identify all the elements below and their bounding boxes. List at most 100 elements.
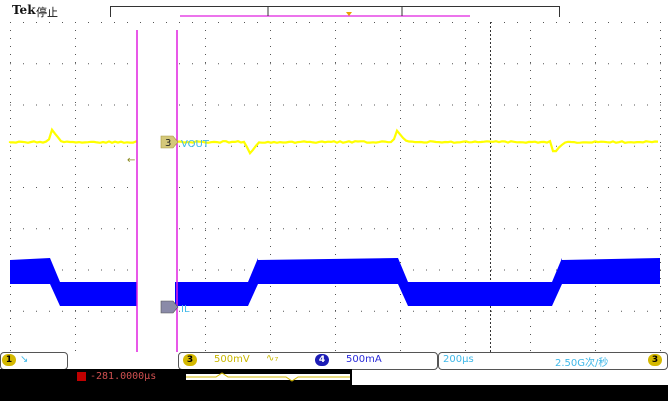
center-axis-tick	[490, 194, 491, 196]
grid-dot	[10, 105, 11, 106]
grid-dot	[270, 182, 271, 183]
grid-dot	[530, 38, 531, 39]
grid-dot	[10, 230, 11, 231]
grid-dot	[335, 294, 336, 295]
grid-dot	[179, 311, 180, 312]
grid-dot	[62, 270, 63, 271]
grid-dot	[205, 22, 206, 23]
grid-dot	[23, 105, 24, 106]
grid-dot	[218, 187, 219, 188]
grid-dot	[465, 30, 466, 31]
grid-dot	[361, 228, 362, 229]
grid-dot	[465, 228, 466, 229]
grid-dot	[400, 94, 401, 95]
grid-dot	[634, 105, 635, 106]
grid-dot	[231, 146, 232, 147]
center-axis-tick	[490, 134, 491, 136]
grid-dot	[10, 222, 11, 223]
grid-dot	[75, 150, 76, 151]
grid-dot	[75, 326, 76, 327]
grid-dot	[257, 228, 258, 229]
grid-dot	[465, 118, 466, 119]
grid-dot	[569, 105, 570, 106]
center-axis-tick	[490, 222, 491, 224]
grid-dot	[322, 187, 323, 188]
ch4-waveform-segment	[408, 282, 552, 306]
grid-dot	[205, 311, 206, 312]
grid-dot	[62, 105, 63, 106]
grid-dot	[465, 318, 466, 319]
grid-dot	[322, 228, 323, 229]
grid-dot	[530, 70, 531, 71]
grid-dot	[75, 110, 76, 111]
center-axis-tick	[490, 206, 491, 208]
grid-dot	[504, 105, 505, 106]
grid-dot	[569, 228, 570, 229]
grid-dot	[595, 54, 596, 55]
grid-dot	[88, 63, 89, 64]
grid-dot	[10, 110, 11, 111]
waveform-display[interactable]: 3 VOUT IL ←	[0, 0, 668, 352]
grid-dot	[10, 94, 11, 95]
grid-dot	[270, 46, 271, 47]
grid-dot	[374, 146, 375, 147]
grid-dot	[595, 110, 596, 111]
grid-dot	[660, 302, 661, 303]
center-axis-tick	[490, 166, 491, 168]
ch4-waveform-segment	[10, 258, 50, 284]
grid-dot	[413, 63, 414, 64]
grid-dot	[75, 62, 76, 63]
grid-dot	[530, 22, 531, 23]
grid-dot	[608, 311, 609, 312]
grid-dot	[218, 105, 219, 106]
ch3-label: VOUT	[181, 139, 210, 150]
grid-dot	[205, 228, 206, 229]
grid-dot	[179, 270, 180, 271]
grid-dot	[231, 311, 232, 312]
grid-dot	[88, 22, 89, 23]
grid-dot	[660, 102, 661, 103]
grid-dot	[75, 86, 76, 87]
grid-dot	[257, 63, 258, 64]
grid-dot	[270, 86, 271, 87]
grid-dot	[595, 22, 596, 23]
grid-dot	[595, 30, 596, 31]
grid-dot	[582, 187, 583, 188]
grid-dot	[205, 206, 206, 207]
grid-dot	[205, 262, 206, 263]
grid-dot	[426, 63, 427, 64]
grid-dot	[10, 70, 11, 71]
grid-dot	[270, 38, 271, 39]
sample-rate: 2.50G次/秒	[555, 354, 608, 369]
grid-dot	[439, 228, 440, 229]
grid-dot	[205, 86, 206, 87]
grid-dot	[270, 102, 271, 103]
grid-dot	[335, 326, 336, 327]
grid-dot	[218, 146, 219, 147]
grid-dot	[257, 311, 258, 312]
grid-dot	[439, 146, 440, 147]
grid-dot	[478, 63, 479, 64]
grid-dot	[465, 342, 466, 343]
grid-dot	[205, 190, 206, 191]
center-axis-tick	[490, 306, 491, 308]
grid-dot	[309, 22, 310, 23]
grid-dot	[270, 238, 271, 239]
ch4-waveform-segment	[398, 258, 408, 306]
grid-dot	[205, 246, 206, 247]
grid-dot	[491, 187, 492, 188]
grid-dot	[530, 166, 531, 167]
ch3-marker[interactable]: 3	[161, 136, 178, 149]
grid-dot	[75, 78, 76, 79]
grid-dot	[374, 187, 375, 188]
grid-dot	[504, 146, 505, 147]
grid-dot	[361, 105, 362, 106]
grid-dot	[491, 22, 492, 23]
grid-dot	[400, 30, 401, 31]
grid-dot	[348, 63, 349, 64]
grid-dot	[530, 110, 531, 111]
grid-dot	[10, 350, 11, 351]
center-axis-tick	[490, 226, 491, 228]
grid-dot	[127, 228, 128, 229]
grid-dot	[530, 222, 531, 223]
